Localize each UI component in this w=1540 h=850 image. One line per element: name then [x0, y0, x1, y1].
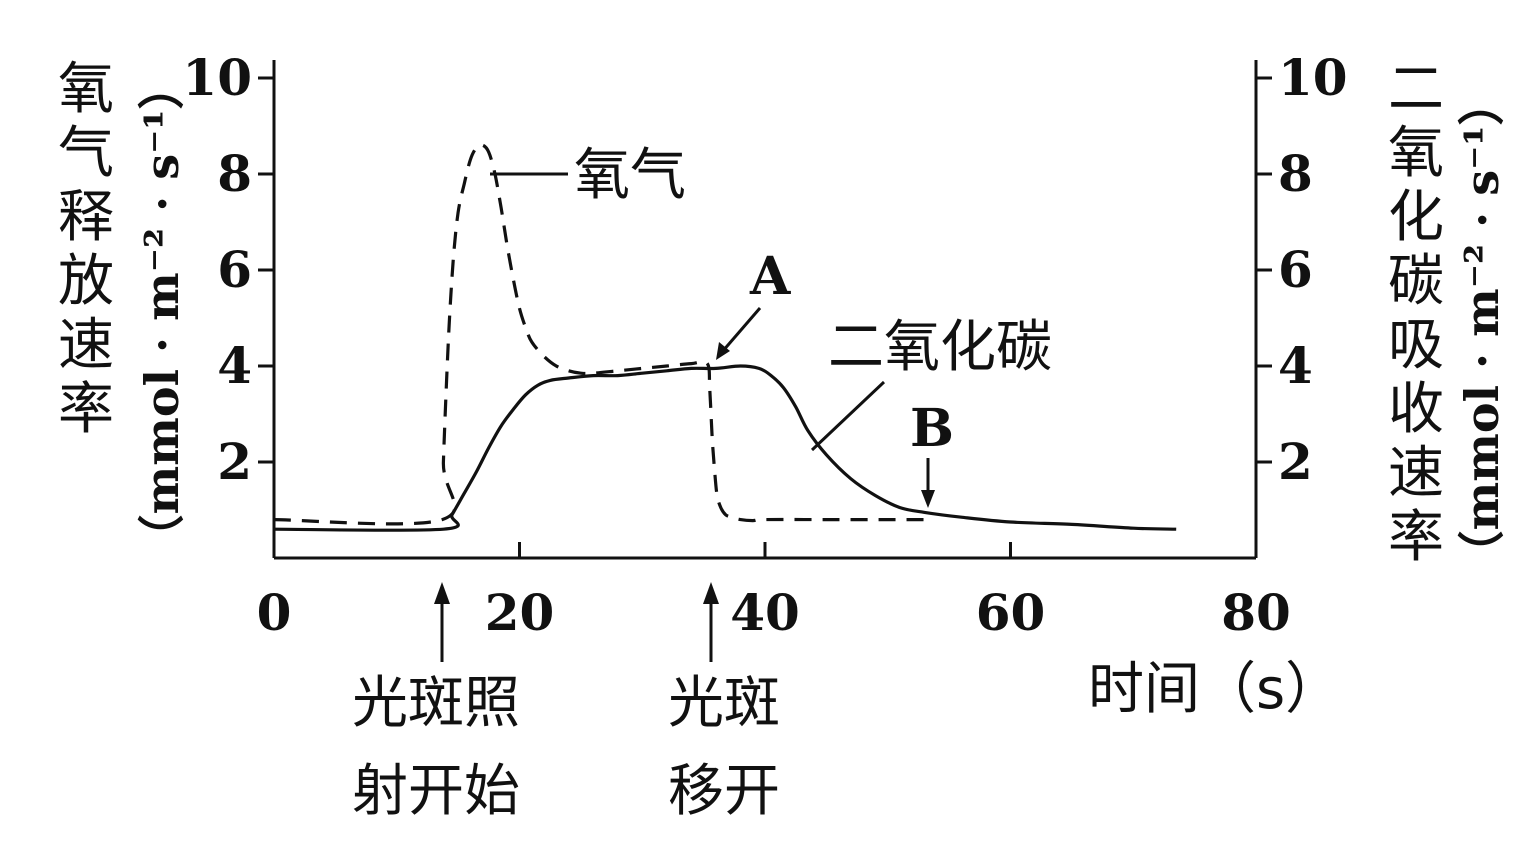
x-tick-label: 80 — [1221, 583, 1291, 642]
right-ylabel-unit: （mmol · m⁻² · s⁻¹） — [1455, 79, 1509, 576]
start-label-line2: 射开始 — [352, 759, 520, 824]
left-y-tick-label: 4 — [217, 336, 252, 395]
x-tick-label: 40 — [730, 583, 800, 642]
left-y-tick-label: 6 — [217, 240, 252, 299]
x-tick-label: 20 — [485, 583, 555, 642]
co2-label: 二氧化碳 — [828, 315, 1052, 380]
start-label-line1: 光斑照 — [352, 671, 520, 736]
right-ylabel: 二 氧化碳吸收速率 — [1388, 57, 1462, 570]
end-label-line1: 光斑 — [668, 671, 780, 736]
x-tick-label: 60 — [976, 583, 1046, 642]
right-y-tick-label: 2 — [1278, 432, 1313, 491]
x-axis-label: 时间（s） — [1088, 657, 1341, 722]
left-y-ticks: 2 4 6 8 10 — [182, 48, 274, 491]
oxygen-label: 氧气 — [574, 143, 686, 208]
right-y-tick-label: 4 — [1278, 336, 1313, 395]
series-line-oxygen — [273, 143, 931, 526]
point-b-arrowhead — [921, 490, 935, 508]
right-y-ticks: 2 4 6 8 10 — [1256, 48, 1348, 491]
x-tick-label: 0 — [257, 583, 292, 642]
start-arrowhead — [434, 582, 450, 604]
left-ylabel-unit: （mmol · m⁻² · s⁻¹） — [135, 63, 189, 560]
point-a-arrowhead — [716, 342, 730, 360]
right-y-tick-label: 10 — [1278, 48, 1348, 107]
co2-leader-line — [810, 380, 886, 452]
end-arrowhead — [703, 582, 719, 604]
series-line-co2 — [273, 364, 1177, 532]
left-y-tick-label: 2 — [217, 432, 252, 491]
point-a-arrow — [720, 307, 762, 353]
end-label-line2: 移开 — [668, 759, 780, 824]
point-a-label: A — [749, 246, 791, 307]
left-y-tick-label: 10 — [182, 48, 252, 107]
x-ticks: 0 20 40 60 80 — [257, 542, 1291, 642]
right-y-tick-label: 8 — [1278, 144, 1313, 203]
point-b-label: B — [910, 398, 954, 459]
left-ylabel: 氧 气释放速率 — [58, 57, 132, 442]
left-y-tick-label: 8 — [217, 144, 252, 203]
right-y-tick-label: 6 — [1278, 240, 1313, 299]
